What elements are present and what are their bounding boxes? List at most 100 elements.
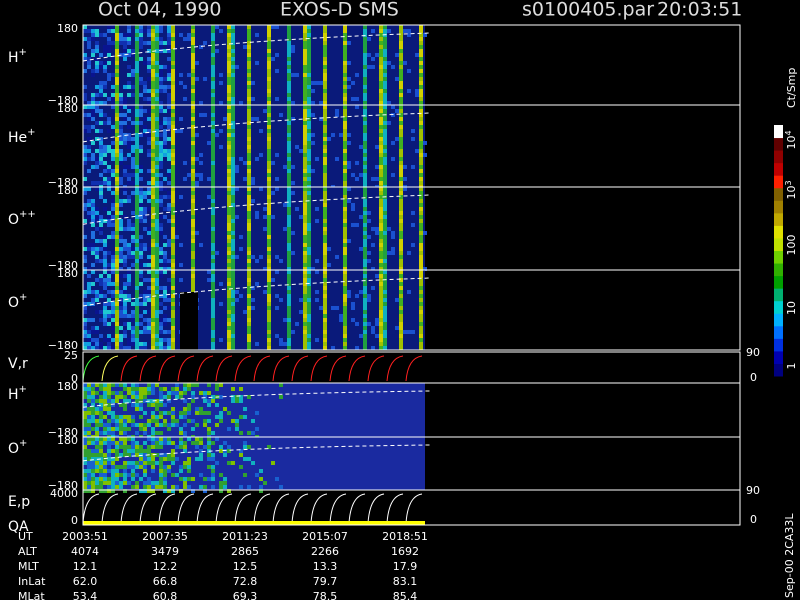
spectrogram-cell <box>155 177 159 181</box>
y-bottom-label: −180 <box>48 339 78 352</box>
spectrogram-cell <box>211 69 215 73</box>
spectrogram-cell <box>303 41 307 45</box>
spectrogram-cell <box>171 322 175 326</box>
spectrogram-cell <box>183 411 187 415</box>
spectrogram-cell <box>87 395 91 399</box>
spectrogram-cell <box>115 223 119 227</box>
spectrogram-cell <box>195 383 199 387</box>
spectrogram-cell <box>155 419 159 423</box>
spectrogram-cell <box>127 255 131 259</box>
spectrogram-cell <box>103 278 107 282</box>
spectrogram-cell <box>287 133 291 137</box>
spectrogram-cell <box>211 97 215 101</box>
spectrogram-cell <box>95 251 99 255</box>
panel-label: E,p <box>8 494 30 510</box>
spectrogram-cell <box>347 199 351 203</box>
spectrogram-cell <box>103 282 107 286</box>
spectrogram-cell <box>183 461 187 465</box>
spectrogram-cell <box>323 259 327 263</box>
spectrogram-cell <box>191 427 195 431</box>
spectrogram-cell <box>375 318 379 322</box>
spectrogram-cell <box>211 219 215 223</box>
spectrogram-cell <box>155 93 159 97</box>
spectrogram-cell <box>107 129 111 133</box>
spectrogram-cell <box>171 282 175 286</box>
spectrogram-cell <box>155 431 159 435</box>
spectrogram-cell <box>151 219 155 223</box>
spectrogram-cell <box>91 37 95 41</box>
spectrogram-cell <box>231 89 235 93</box>
spectrogram-cell <box>259 153 263 157</box>
spectrogram-cell <box>167 286 171 290</box>
spectrogram-cell <box>147 61 151 65</box>
spectrogram-cell <box>183 161 187 165</box>
spectrogram-cell <box>103 469 107 473</box>
spectrogram-cell <box>419 153 423 157</box>
spectrogram-cell <box>419 318 423 322</box>
spectrogram-cell <box>131 165 135 169</box>
spectrogram-cell <box>303 294 307 298</box>
spectrogram-cell <box>115 427 119 431</box>
spectrogram-cell <box>87 334 91 338</box>
spectrogram-cell <box>147 133 151 137</box>
spectrogram-cell <box>123 387 127 391</box>
sweep-curve <box>291 355 309 382</box>
spectrogram-cell <box>139 282 143 286</box>
spectrogram-cell <box>419 235 423 239</box>
spectrogram-cell <box>155 445 159 449</box>
spectrogram-cell <box>151 65 155 69</box>
spectrogram-cell <box>307 97 311 101</box>
spectrogram-cell <box>123 477 127 481</box>
spectrogram-cell <box>135 326 139 330</box>
spectrogram-cell <box>127 481 131 485</box>
spectrogram-cell <box>151 199 155 203</box>
spectrogram-cell <box>123 419 127 423</box>
spectrogram-cell <box>95 407 99 411</box>
spectrogram-cell <box>139 187 143 191</box>
spectrogram-cell <box>307 263 311 267</box>
spectrogram-cell <box>383 263 387 267</box>
spectrogram-cell <box>223 407 227 411</box>
spectrogram-cell <box>163 290 167 294</box>
spectrogram-cell <box>323 169 327 173</box>
spectrogram-cell <box>163 441 167 445</box>
spectrogram-cell <box>131 145 135 149</box>
spectrogram-cell <box>231 310 235 314</box>
spectrogram-cell <box>99 53 103 57</box>
spectrogram-cell <box>179 73 183 77</box>
spectrogram-cell <box>267 294 271 298</box>
spectrogram-cell <box>167 219 171 223</box>
spectrogram-cell <box>267 330 271 334</box>
spectrogram-cell <box>159 461 163 465</box>
spectrogram-cell <box>423 231 427 235</box>
spectrogram-cell <box>307 223 311 227</box>
spectrogram-cell <box>243 473 247 477</box>
spectrogram-cell <box>103 149 107 153</box>
spectrogram-cell <box>419 73 423 77</box>
spectrogram-cell <box>135 153 139 157</box>
spectrogram-cell <box>383 173 387 177</box>
spectrogram-cell <box>239 431 243 435</box>
spectrogram-cell <box>255 211 259 215</box>
spectrogram-cell <box>151 322 155 326</box>
spectrogram-cell <box>115 121 119 125</box>
spectrogram-cell <box>191 97 195 101</box>
spectrogram-cell <box>227 255 231 259</box>
spectrogram-cell <box>99 469 103 473</box>
spectrogram-cell <box>247 45 251 49</box>
spectrogram-cell <box>163 395 167 399</box>
spectrogram-cell <box>267 286 271 290</box>
spectrogram-cell <box>183 387 187 391</box>
spectrogram-cell <box>143 441 147 445</box>
spectrogram-cell <box>119 211 123 215</box>
spectrogram-cell <box>287 326 291 330</box>
spectrogram-cell <box>115 161 119 165</box>
spectrogram-cell <box>135 282 139 286</box>
spectrogram-cell <box>119 423 123 427</box>
spectrogram-cell <box>423 33 427 37</box>
spectrogram-cell <box>91 485 95 489</box>
spectrogram-cell <box>155 286 159 290</box>
spectrogram-cell <box>343 29 347 33</box>
spectrogram-cell <box>275 25 279 29</box>
spectrogram-cell <box>267 153 271 157</box>
